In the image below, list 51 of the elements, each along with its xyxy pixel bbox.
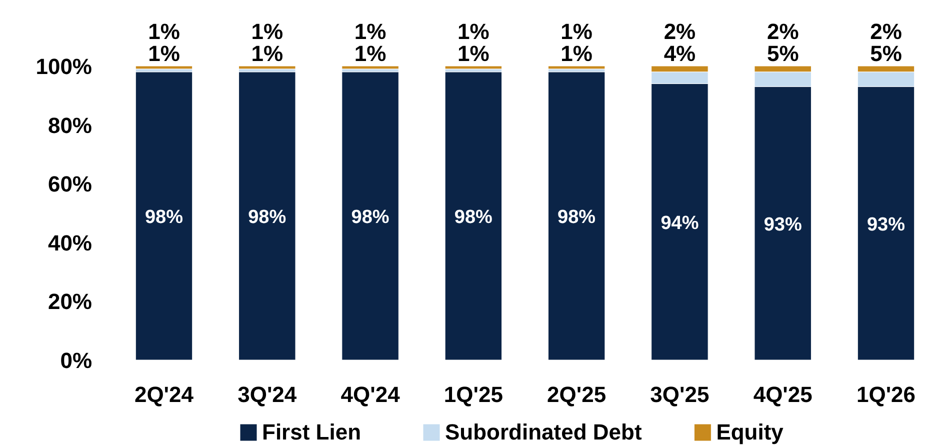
text: 1%: [148, 41, 180, 66]
x-tick-label: 4Q'25: [753, 382, 812, 407]
bar: [444, 66, 502, 70]
text: 1%: [354, 41, 386, 66]
x-tick-label: 1Q'25: [444, 382, 503, 407]
text: 1%: [251, 19, 284, 44]
legend-label: Subordinated Debt: [445, 420, 642, 444]
text: 4%: [664, 41, 696, 66]
y-tick-label: 40%: [48, 230, 92, 256]
text: 98%: [454, 206, 492, 228]
text: 1%: [148, 19, 180, 44]
y-tick-label: 0%: [60, 348, 92, 373]
bar: [548, 72, 606, 360]
text: 98%: [144, 206, 184, 228]
text: 98%: [351, 206, 390, 228]
y-tick-label: 100%: [36, 54, 92, 79]
bar: [444, 72, 502, 360]
x-tick-label: 3Q'25: [650, 382, 710, 407]
text: 94%: [660, 212, 699, 234]
x-tick-label: 3Q'24: [238, 382, 298, 407]
y-tick-label: 20%: [48, 289, 92, 314]
text: 1%: [354, 19, 386, 44]
bar: [135, 72, 193, 360]
y-tick-label: 80%: [48, 112, 92, 138]
text: 5%: [870, 41, 902, 66]
x-tick-label: 1Q'26: [856, 382, 916, 407]
text: 98%: [248, 206, 286, 228]
bar: [238, 66, 296, 70]
bar: [548, 66, 606, 70]
x-tick-label: 2Q'24: [134, 382, 194, 407]
text: 1%: [560, 41, 592, 66]
bar: [342, 72, 399, 360]
text: 2%: [664, 19, 696, 44]
text: 2%: [870, 19, 902, 44]
text: 93%: [764, 214, 802, 236]
text: 1%: [458, 41, 490, 66]
bar: [238, 72, 296, 360]
legend-label: First Lien: [262, 420, 362, 444]
bar: [342, 66, 399, 70]
y-tick-label: 60%: [48, 172, 92, 197]
text: 1%: [560, 19, 592, 44]
text: 93%: [866, 214, 906, 236]
text: 98%: [558, 206, 596, 228]
x-tick-label: 4Q'24: [340, 382, 401, 407]
legend-label: Equity: [716, 420, 784, 444]
text: 5%: [766, 41, 799, 66]
text: 1%: [251, 41, 284, 66]
text: 1%: [458, 19, 490, 44]
bar: [135, 66, 193, 70]
x-tick-label: 2Q'25: [547, 382, 606, 407]
text: 2%: [766, 19, 799, 44]
